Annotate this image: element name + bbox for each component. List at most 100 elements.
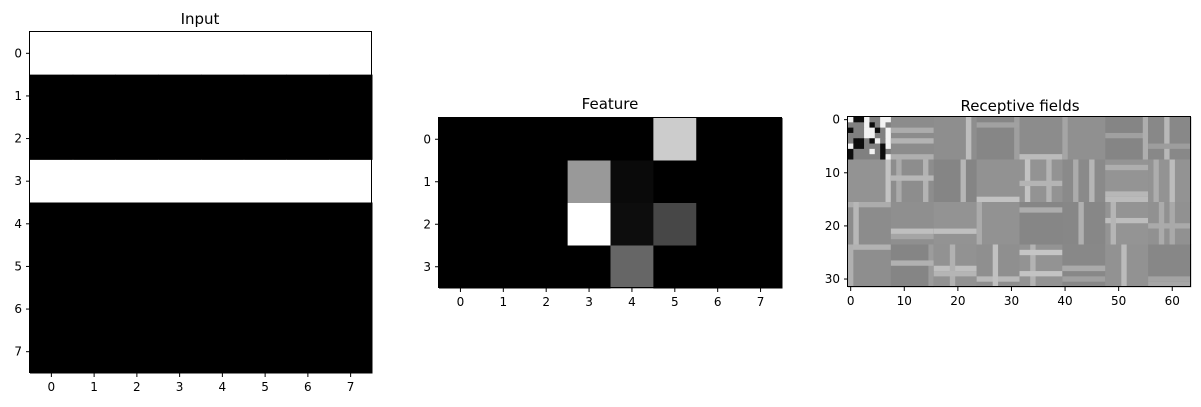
input-x-tick-label: 1 bbox=[90, 380, 98, 394]
receptive-fields-cell bbox=[880, 138, 886, 144]
receptive-fields-stripe bbox=[1078, 202, 1084, 245]
receptive-fields-patch bbox=[890, 244, 935, 288]
receptive-fields-cell bbox=[874, 148, 881, 155]
receptive-fields-stripe bbox=[976, 122, 1020, 128]
receptive-fields-cell bbox=[874, 132, 881, 139]
receptive-fields-cell bbox=[880, 127, 886, 134]
receptive-fields-x-tick-label: 10 bbox=[897, 294, 912, 308]
receptive-fields-cell bbox=[864, 148, 870, 155]
receptive-fields-title: Receptive fields bbox=[960, 97, 1079, 115]
feature-cell bbox=[439, 245, 483, 289]
receptive-fields-stripe bbox=[848, 244, 891, 250]
feature-cell bbox=[739, 245, 783, 289]
receptive-fields-cell bbox=[858, 122, 865, 128]
input-x-tick-label: 7 bbox=[347, 380, 355, 394]
input-cell bbox=[201, 32, 245, 76]
input-cell bbox=[158, 245, 202, 289]
receptive-fields-cell bbox=[869, 148, 876, 155]
feature-cell bbox=[567, 118, 611, 161]
input-cell bbox=[286, 117, 330, 161]
receptive-fields-stripe bbox=[992, 244, 999, 287]
input-cell bbox=[115, 330, 159, 374]
input-cell bbox=[286, 32, 330, 76]
input-cell bbox=[243, 117, 287, 161]
feature-cell bbox=[481, 245, 526, 289]
feature-cell bbox=[439, 118, 483, 161]
receptive-fields-stripe bbox=[1148, 281, 1191, 287]
receptive-fields-cell bbox=[864, 154, 870, 160]
receptive-fields-stripe bbox=[1169, 159, 1175, 202]
input-cell bbox=[286, 245, 330, 289]
feature-cell bbox=[739, 203, 783, 246]
receptive-fields-y-tick-label: 20 bbox=[825, 219, 840, 233]
input-y-tick-label: 0 bbox=[14, 46, 22, 60]
input-cell bbox=[243, 159, 287, 203]
input-cell bbox=[329, 159, 373, 203]
receptive-fields-cell bbox=[885, 122, 892, 128]
receptive-fields-stripe bbox=[949, 244, 956, 287]
feature-cell bbox=[653, 245, 697, 289]
receptive-fields-y-tick-label: 0 bbox=[832, 113, 840, 127]
feature-x-tick-label: 3 bbox=[585, 295, 593, 309]
feature-cell bbox=[481, 160, 526, 204]
receptive-fields-cell bbox=[869, 154, 876, 160]
feature-cell bbox=[610, 245, 654, 289]
receptive-fields-stripe bbox=[1062, 276, 1106, 282]
input-cell bbox=[115, 202, 159, 246]
receptive-fields-stripe bbox=[1019, 271, 1063, 277]
receptive-fields-x-tick-label: 0 bbox=[847, 294, 855, 308]
receptive-fields-cell bbox=[880, 117, 886, 123]
receptive-fields-patch bbox=[1062, 117, 1106, 160]
feature-frame bbox=[438, 117, 782, 288]
input-cell bbox=[115, 159, 159, 203]
input-cell bbox=[115, 245, 159, 289]
receptive-fields-stripe bbox=[976, 202, 982, 245]
input-cell bbox=[158, 159, 202, 203]
input-cell bbox=[72, 287, 116, 331]
receptive-fields-stripe bbox=[933, 228, 977, 234]
input-cell bbox=[72, 159, 116, 203]
feature-cells bbox=[439, 118, 783, 289]
feature-x-tick-label: 4 bbox=[628, 295, 636, 309]
feature-y-tick-label: 2 bbox=[423, 217, 431, 231]
receptive-fields-patch bbox=[848, 244, 892, 288]
receptive-fields-stripe bbox=[848, 202, 891, 208]
feature-cell bbox=[653, 203, 697, 246]
receptive-fields-patch bbox=[976, 159, 1020, 203]
feature-cell bbox=[524, 160, 569, 204]
receptive-fields-cell bbox=[858, 143, 865, 150]
receptive-fields-stripe bbox=[890, 154, 934, 160]
receptive-fields-stripe bbox=[1110, 202, 1116, 245]
receptive-fields-x-ticks: 0 10 20 30 40 50 60 bbox=[847, 287, 1180, 308]
receptive-fields-cell bbox=[885, 132, 892, 139]
receptive-fields-cell bbox=[869, 117, 876, 123]
receptive-fields-patch bbox=[848, 159, 892, 203]
feature-cell bbox=[653, 118, 697, 161]
input-cell bbox=[158, 330, 202, 374]
input-cell bbox=[201, 202, 245, 246]
receptive-fields-cell bbox=[864, 132, 870, 139]
receptive-fields-stripe bbox=[1019, 180, 1063, 187]
input-x-tick-label: 6 bbox=[304, 380, 312, 394]
receptive-fields-cell bbox=[848, 127, 854, 134]
receptive-fields-cell bbox=[864, 122, 870, 128]
receptive-fields-stripe bbox=[1014, 117, 1020, 160]
input-cell bbox=[329, 330, 373, 374]
input-cells bbox=[30, 32, 373, 374]
input-cell bbox=[115, 117, 159, 161]
receptive-fields-cell bbox=[869, 127, 876, 134]
receptive-fields-cell bbox=[853, 154, 860, 160]
receptive-fields-stripe bbox=[885, 159, 891, 202]
input-frame bbox=[29, 31, 372, 373]
input-cell bbox=[72, 245, 116, 289]
feature-cell bbox=[567, 203, 611, 246]
receptive-fields-y-ticks: 0 10 20 30 bbox=[825, 113, 848, 286]
receptive-fields-x-tick-label: 50 bbox=[1111, 294, 1126, 308]
input-cell bbox=[30, 159, 74, 203]
receptive-fields-stripe bbox=[890, 260, 934, 266]
receptive-fields-patch bbox=[1062, 159, 1106, 203]
receptive-fields-cell bbox=[880, 122, 886, 128]
receptive-fields-stripe bbox=[976, 196, 1020, 202]
receptive-fields-cell bbox=[853, 143, 860, 150]
receptive-fields-cell bbox=[864, 143, 870, 150]
